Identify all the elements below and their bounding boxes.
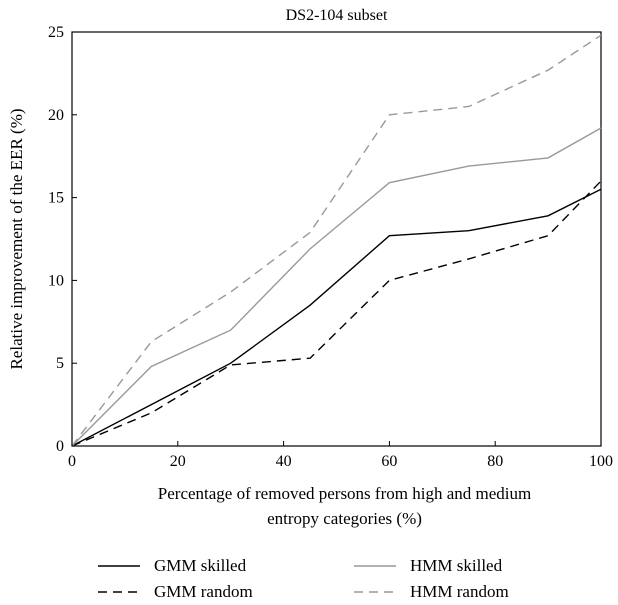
legend-label: HMM random	[410, 582, 509, 601]
x-tick-label: 20	[170, 453, 186, 470]
plot-frame	[71, 31, 602, 447]
x-axis-label-line-1: Percentage of removed persons from high …	[158, 484, 531, 503]
series-line-gmm-skilled	[71, 188, 602, 447]
x-axis-label-line-2: entropy categories (%)	[267, 509, 422, 528]
series-layer	[71, 34, 602, 447]
x-tick-label: 0	[68, 453, 76, 470]
legend-label: GMM random	[154, 582, 253, 601]
y-tick-label: 25	[48, 24, 64, 41]
legend-label: GMM skilled	[154, 556, 247, 575]
y-tick-label: 0	[56, 438, 64, 455]
series-line-hmm-skilled	[71, 127, 602, 447]
x-tick-label: 40	[276, 453, 292, 470]
y-tick-label: 15	[48, 190, 64, 207]
x-tick-label: 100	[589, 453, 613, 470]
y-tick-label: 10	[48, 272, 64, 289]
x-tick-label: 80	[487, 453, 503, 470]
x-tick-label: 60	[381, 453, 397, 470]
y-axis-label: Relative improvement of the EER (%)	[7, 108, 26, 369]
legend: GMM skilled GMM random HMM skilled HMM rand…	[98, 556, 509, 601]
tick-layer: 0 20 40 60 80 100 0 5 10 15 20 25	[48, 24, 613, 470]
chart-title: DS2-104 subset	[286, 7, 388, 24]
series-line-hmm-random	[71, 34, 602, 447]
y-tick-label: 20	[48, 107, 64, 124]
legend-label: HMM skilled	[410, 556, 503, 575]
y-tick-label: 5	[56, 355, 64, 372]
